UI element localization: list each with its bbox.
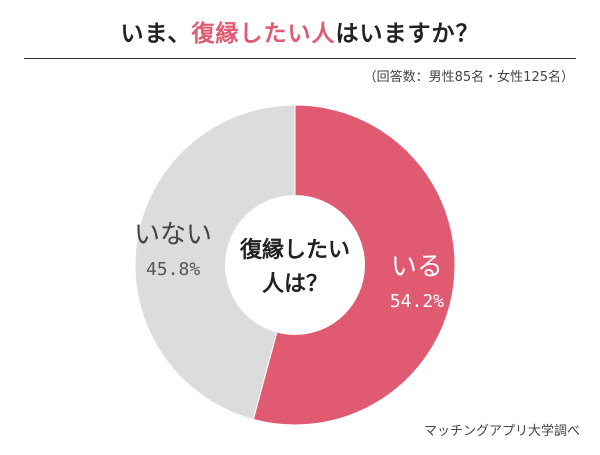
title-divider bbox=[24, 58, 576, 59]
slice-label-1: いない bbox=[134, 220, 212, 250]
source-credit: マッチングアプリ大学調べ bbox=[423, 424, 580, 439]
title-prefix: いま、 bbox=[120, 21, 192, 47]
respondent-count: （回答数：男性85名・女性125名） bbox=[363, 70, 574, 85]
slice-value-1: 45.8% bbox=[146, 259, 200, 280]
title-suffix: はいますか？ bbox=[335, 21, 480, 47]
slice-label-0: いる bbox=[391, 252, 443, 282]
pie-slice-1 bbox=[134, 104, 296, 421]
center-label-line-0: 復縁したい bbox=[239, 237, 350, 263]
donut-hole bbox=[225, 195, 365, 335]
page-title: いま、復縁したい人はいますか？ bbox=[0, 14, 600, 48]
center-label-line-1: 人は？ bbox=[262, 272, 328, 297]
title-accent: 復縁したい人 bbox=[191, 21, 336, 47]
slice-value-0: 54.2% bbox=[390, 291, 444, 312]
